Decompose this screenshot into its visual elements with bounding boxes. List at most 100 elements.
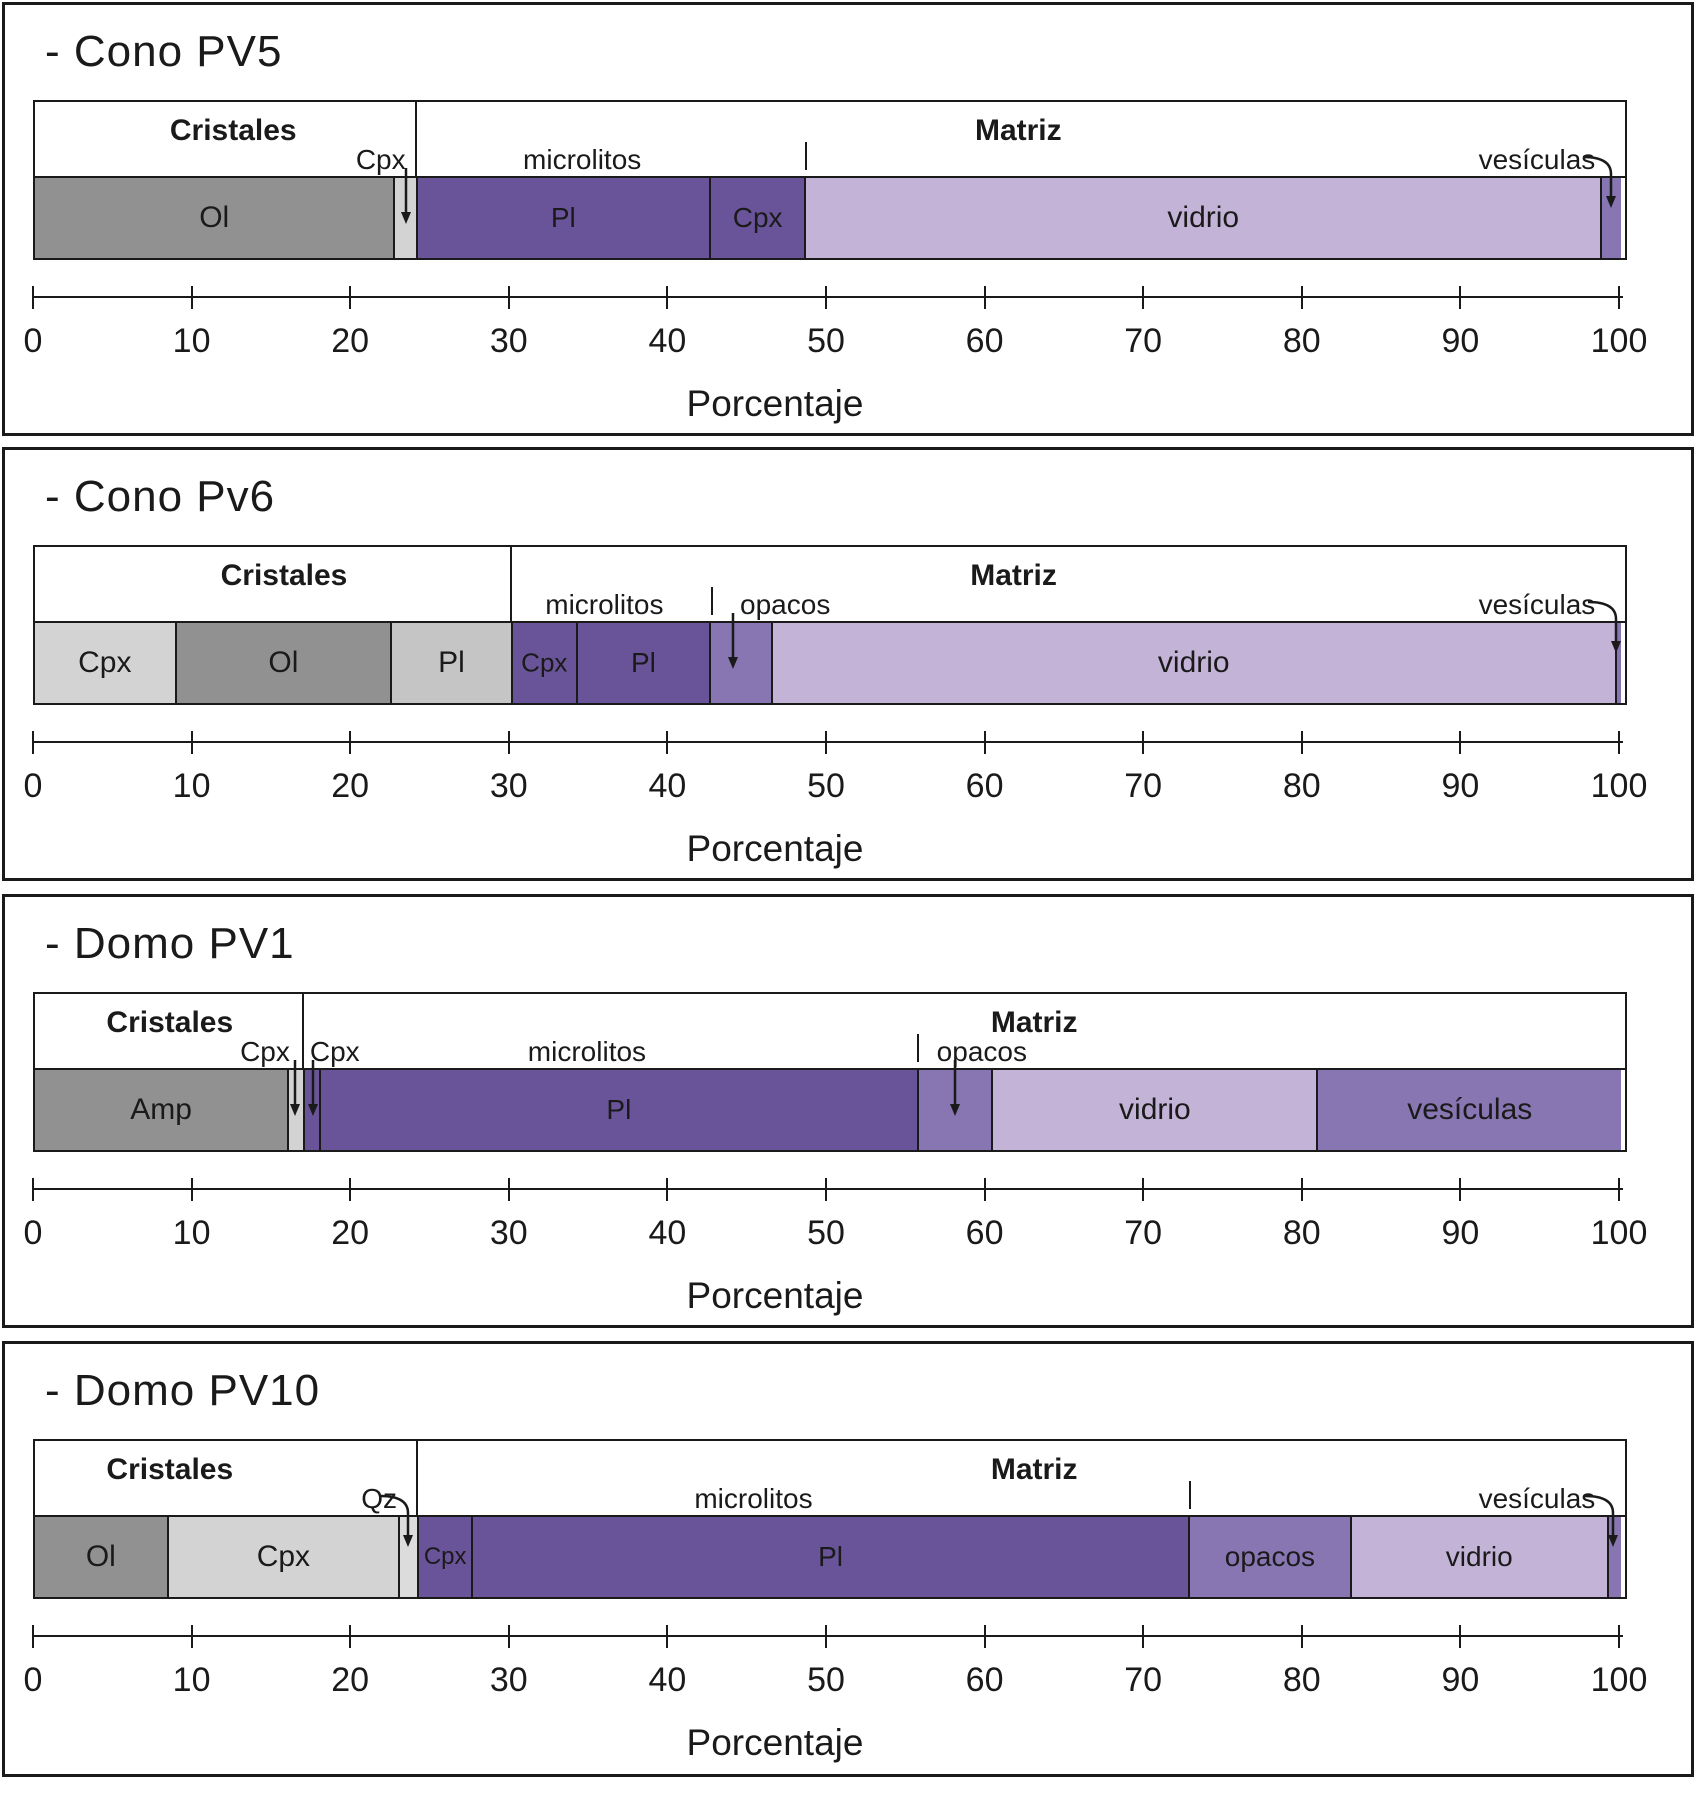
x-axis-tick-label: 80 (1282, 1214, 1321, 1252)
zone-divider-line (302, 994, 305, 1068)
x-axis-tick-label: 50 (807, 1214, 845, 1252)
bar-segment-ol: Ol (35, 1517, 167, 1597)
x-axis-tick-label: 40 (648, 1214, 687, 1252)
zone-label-microlitos: microlitos (694, 1483, 813, 1514)
x-axis-tick-label: 70 (1124, 1214, 1163, 1252)
x-axis-tick-label: 20 (331, 322, 370, 360)
annotation-arrow-icon (1582, 155, 1616, 208)
x-axis-tick-label: 20 (331, 767, 370, 805)
x-axis-tick-label: 90 (1441, 1214, 1480, 1252)
x-axis-tick-label: 40 (648, 322, 687, 360)
x-axis-tick (983, 1625, 986, 1648)
x-axis-tick-label: 60 (965, 1661, 1004, 1699)
bar-segment-opacos: opacos (1188, 1517, 1350, 1597)
bar-segment-cpx: Cpx (417, 1517, 472, 1597)
panel-cono-pv5: - Cono PV5 Cristales Cpx microlitos Matriz v… (2, 2, 1694, 436)
bar-segment-label: Cpx (256, 1540, 311, 1573)
bar-segment-pl: Pl (415, 178, 710, 258)
x-axis-tick-label: 90 (1441, 322, 1480, 360)
bar-segment-label: vidrio (1167, 201, 1240, 234)
bar-segment-label: Pl (630, 647, 656, 678)
x-axis-tick (1459, 1625, 1462, 1648)
bar-segment-pl: Pl (471, 1517, 1188, 1597)
x-axis-tick (666, 731, 669, 754)
x-axis-tick-label: 80 (1282, 767, 1321, 805)
annotation-arrow-icon (401, 168, 412, 224)
x-axis-tick (666, 1178, 669, 1201)
annotation-arrow-icon (1588, 600, 1622, 653)
x-axis-tick (349, 1625, 352, 1648)
x-axis-tick (1300, 731, 1303, 754)
x-axis-tick-label: 60 (965, 767, 1004, 805)
x-axis-tick (507, 1178, 510, 1201)
x-axis-tick (1459, 731, 1462, 754)
annotation-arrow-icon (290, 1060, 301, 1116)
bar-segment-qz (398, 1517, 418, 1597)
x-axis-tick (1618, 1178, 1620, 1201)
x-axis-tick-label: 30 (489, 1214, 528, 1252)
x-axis-tick-label: 40 (648, 1661, 687, 1699)
bar-segment-label: Ol (85, 1540, 116, 1573)
x-axis-tick-label: 20 (331, 1214, 370, 1252)
x-axis-tick (190, 1625, 193, 1648)
x-axis-tick-label: 0 (23, 1214, 43, 1252)
panel-title: - Domo PV10 (45, 1366, 321, 1415)
x-axis-tick (32, 731, 34, 754)
annotation-arrow-icon (949, 1060, 960, 1116)
bar-segment-label: Pl (438, 646, 465, 679)
zone-label-cpx: Cpx (309, 1036, 360, 1067)
bar-segment-label: Cpx (423, 1543, 467, 1570)
x-axis-title: Porcentaje (686, 1275, 864, 1316)
bar-segment-pl: Pl (390, 623, 511, 703)
zone-label-qz: Qz (361, 1483, 398, 1514)
x-axis-line (33, 741, 1623, 743)
zone-label-cristales: Cristales (169, 114, 297, 147)
x-axis-tick-label: 0 (23, 1661, 43, 1699)
bar-segment-label: opacos (1224, 1541, 1316, 1572)
x-axis-tick (983, 731, 986, 754)
x-axis-tick-label: 90 (1441, 1661, 1480, 1699)
x-axis-tick-label: 80 (1282, 1661, 1321, 1699)
bar-segment-cpx: Cpx (35, 623, 175, 703)
bar-segment-pl: Pl (575, 623, 710, 703)
x-axis-title: Porcentaje (686, 828, 864, 869)
x-axis-tick (983, 1178, 986, 1201)
zone-label-cpx: Cpx (355, 144, 406, 175)
x-axis-tick (825, 1625, 827, 1648)
x-axis-line (33, 296, 1623, 298)
zone-divider-line (509, 547, 512, 621)
bar-segment-vesiculas (1600, 178, 1621, 258)
zone-label-row: Cristales Cpx microlitos Matriz vesículas (35, 102, 1625, 176)
x-axis-tick (1618, 731, 1620, 754)
bar-segment-vidrio: vidrio (804, 178, 1601, 258)
zone-label-cristales: Cristales (220, 559, 348, 592)
annotation-arrow-icon (1585, 1494, 1619, 1547)
x-axis-tick (507, 286, 510, 309)
zone-label-vesículas: vesículas (1478, 589, 1596, 620)
panel-title: - Domo PV1 (45, 919, 295, 968)
x-axis-tick (825, 1178, 827, 1201)
x-axis-tick-label: 100 (1590, 767, 1648, 805)
zone-divider-line (414, 102, 417, 176)
x-axis-tick (349, 731, 352, 754)
zone-label-matriz: Matriz (974, 114, 1062, 147)
zone-label-row: Cristales microlitos opacos Matriz vesículas (35, 547, 1625, 621)
panel-cono-pv6: - Cono Pv6 Cristales microlitos opacos Matr… (2, 447, 1694, 881)
bar-segment-cpx: Cpx (166, 1517, 399, 1597)
bar-segment-label: Pl (550, 202, 576, 233)
x-axis-tick-label: 50 (807, 322, 845, 360)
x-axis-tick (983, 286, 986, 309)
bar-segment-vesiculas (1614, 623, 1621, 703)
x-axis-tick-label: 50 (807, 767, 845, 805)
bar-segment-label: vidrio (1445, 1541, 1513, 1572)
x-axis-tick-label: 20 (331, 1661, 370, 1699)
x-axis-tick (190, 1178, 193, 1201)
x-axis-tick (825, 731, 827, 754)
bar-segment-label: Pl (818, 1541, 844, 1572)
chart-area: Cristales Cpx microlitos Matriz vesículas Ol… (33, 100, 1627, 260)
x-axis-tick-label: 30 (489, 322, 528, 360)
bar-segment-label: vesículas (1407, 1093, 1533, 1126)
bar-segment-label: vidrio (1157, 646, 1230, 679)
zone-separator-mark (804, 142, 807, 170)
x-axis-tick (1142, 731, 1145, 754)
